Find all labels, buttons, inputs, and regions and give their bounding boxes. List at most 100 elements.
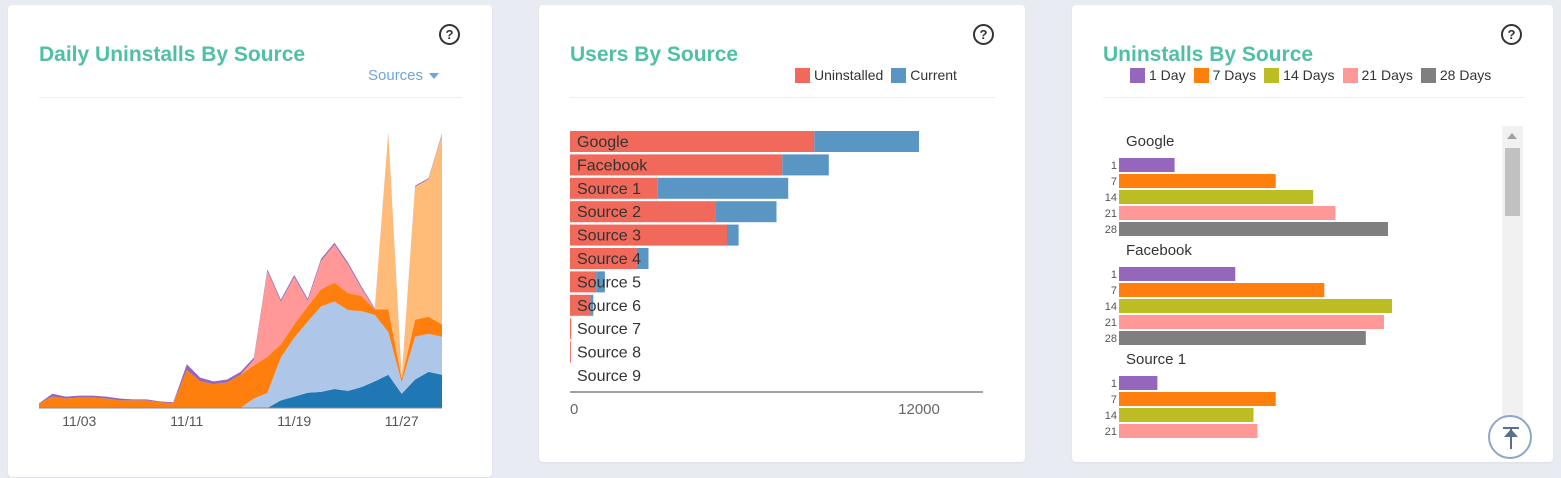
area-series-1 xyxy=(39,301,442,408)
scroll-up-arrow-icon[interactable] xyxy=(1507,133,1517,139)
bar-current xyxy=(590,294,594,316)
bar-uninstalled xyxy=(570,271,597,293)
daily-uninstalls-title: Daily Uninstalls By Source xyxy=(39,43,306,66)
bar-14-days xyxy=(1119,190,1314,204)
legend-swatch xyxy=(1342,67,1358,83)
y-tick-label: 21 xyxy=(1105,317,1117,329)
legend-label: Uninstalled xyxy=(814,67,884,83)
help-icon[interactable]: ? xyxy=(973,24,994,45)
legend-swatch xyxy=(1420,67,1436,83)
y-tick-label: 1 xyxy=(1111,160,1117,172)
legend-item-21-days[interactable]: 21 Days xyxy=(1342,67,1413,83)
y-tick-label: 28 xyxy=(1105,224,1117,236)
sources-dropdown[interactable]: Sources xyxy=(368,67,440,84)
y-tick-label: 14 xyxy=(1105,410,1117,422)
scroll-to-top-button[interactable] xyxy=(1488,415,1532,459)
category-label: Source 1 xyxy=(577,181,641,198)
bar-1-day xyxy=(1119,267,1236,281)
category-label: Source 8 xyxy=(577,345,641,362)
bar-current xyxy=(596,271,605,293)
category-label: Source 4 xyxy=(577,251,641,268)
y-tick-label: 21 xyxy=(1105,208,1117,220)
scroll-to-top-bar xyxy=(1503,427,1519,429)
category-label: Source 6 xyxy=(577,298,641,315)
divider xyxy=(1103,97,1525,98)
group-label: Google xyxy=(1126,133,1174,150)
bar-28-days xyxy=(1119,222,1388,236)
legend-swatch xyxy=(1264,67,1280,83)
bar-21-days xyxy=(1119,424,1258,438)
bar-uninstalled xyxy=(570,224,727,246)
scrollbar-thumb[interactable] xyxy=(1505,148,1520,216)
divider xyxy=(39,97,462,98)
area-series-0 xyxy=(39,371,442,408)
legend-label: 28 Days xyxy=(1439,67,1492,83)
help-icon[interactable]: ? xyxy=(439,24,460,45)
category-label: Source 2 xyxy=(577,204,641,221)
bar-uninstalled xyxy=(570,294,591,316)
bar-1-day xyxy=(1119,376,1158,390)
legend-label: Current xyxy=(910,67,957,83)
bar-7-days xyxy=(1119,174,1276,188)
chevron-down-icon xyxy=(429,73,440,80)
bar-uninstalled xyxy=(570,341,571,363)
area-series-2 xyxy=(39,282,442,408)
bar-21-days xyxy=(1119,315,1384,329)
bar-14-days xyxy=(1119,299,1392,313)
area-series-3 xyxy=(39,244,442,404)
x-tick-label: 0 xyxy=(570,401,578,418)
legend-item-current[interactable]: Current xyxy=(891,67,957,83)
legend-item-28-days[interactable]: 28 Days xyxy=(1420,67,1492,83)
sources-dropdown-label: Sources xyxy=(368,67,424,84)
group-label: Facebook xyxy=(1126,242,1192,259)
uninstalls-by-source-card: Uninstalls By Source ? 1 Day 7 Days 14 Day… xyxy=(1072,5,1553,462)
y-tick-label: 1 xyxy=(1111,378,1117,390)
x-tick-label: 11/03 xyxy=(62,413,96,429)
legend-label: 7 Days xyxy=(1212,67,1257,83)
bar-uninstalled xyxy=(570,154,783,176)
users-by-source-card: Users By Source ? Uninstalled Current Goo… xyxy=(539,5,1025,462)
divider xyxy=(570,97,995,98)
legend-label: 14 Days xyxy=(1283,67,1335,83)
bar-current xyxy=(814,131,919,152)
y-tick-label: 21 xyxy=(1105,426,1117,438)
bar-current xyxy=(636,248,649,269)
category-label: Google xyxy=(577,134,629,151)
legend-swatch xyxy=(1193,67,1209,83)
chart-scrollbar[interactable] xyxy=(1502,126,1523,438)
y-tick-label: 28 xyxy=(1105,333,1117,345)
y-tick-label: 7 xyxy=(1111,285,1117,297)
group-label: Source 1 xyxy=(1126,351,1186,368)
bar-current xyxy=(657,177,789,199)
legend-swatch xyxy=(891,67,907,83)
help-icon[interactable]: ? xyxy=(1501,24,1522,45)
legend-swatch xyxy=(1130,67,1145,83)
bar-uninstalled xyxy=(570,318,572,340)
legend-item-7-days[interactable]: 7 Days xyxy=(1193,67,1257,83)
bar-current xyxy=(715,201,777,223)
bar-uninstalled xyxy=(570,201,716,223)
y-tick-label: 7 xyxy=(1111,176,1117,188)
bar-7-days xyxy=(1119,392,1276,406)
legend-label: 21 Days xyxy=(1361,67,1413,83)
x-tick-label: 11/11 xyxy=(170,413,203,429)
category-label: Source 7 xyxy=(577,321,641,338)
bar-21-days xyxy=(1119,206,1336,220)
legend-item-uninstalled[interactable]: Uninstalled xyxy=(795,67,883,83)
category-label: Facebook xyxy=(577,157,648,174)
y-tick-label: 14 xyxy=(1105,301,1117,313)
bar-current xyxy=(727,224,739,246)
legend-item-1-day[interactable]: 1 Day xyxy=(1130,67,1186,83)
uninstalls-by-source-chart: Google 1 7 14 21 28 Facebook 1 7 14 21 28 Source 1 1 7… xyxy=(1105,133,1392,438)
x-tick-label: 11/27 xyxy=(385,413,419,429)
legend-item-14-days[interactable]: 14 Days xyxy=(1264,67,1335,83)
bar-14-days xyxy=(1119,408,1254,422)
bar-1-day xyxy=(1119,158,1175,172)
bar-current xyxy=(782,154,829,176)
category-label: Source 9 xyxy=(577,368,641,385)
daily-uninstalls-chart: 11/03 11/11 11/19 11/27 xyxy=(39,132,442,429)
x-tick-label: 11/19 xyxy=(277,413,311,429)
bar-uninstalled xyxy=(570,248,637,269)
legend-swatch xyxy=(795,67,810,83)
bar-7-days xyxy=(1119,283,1325,297)
